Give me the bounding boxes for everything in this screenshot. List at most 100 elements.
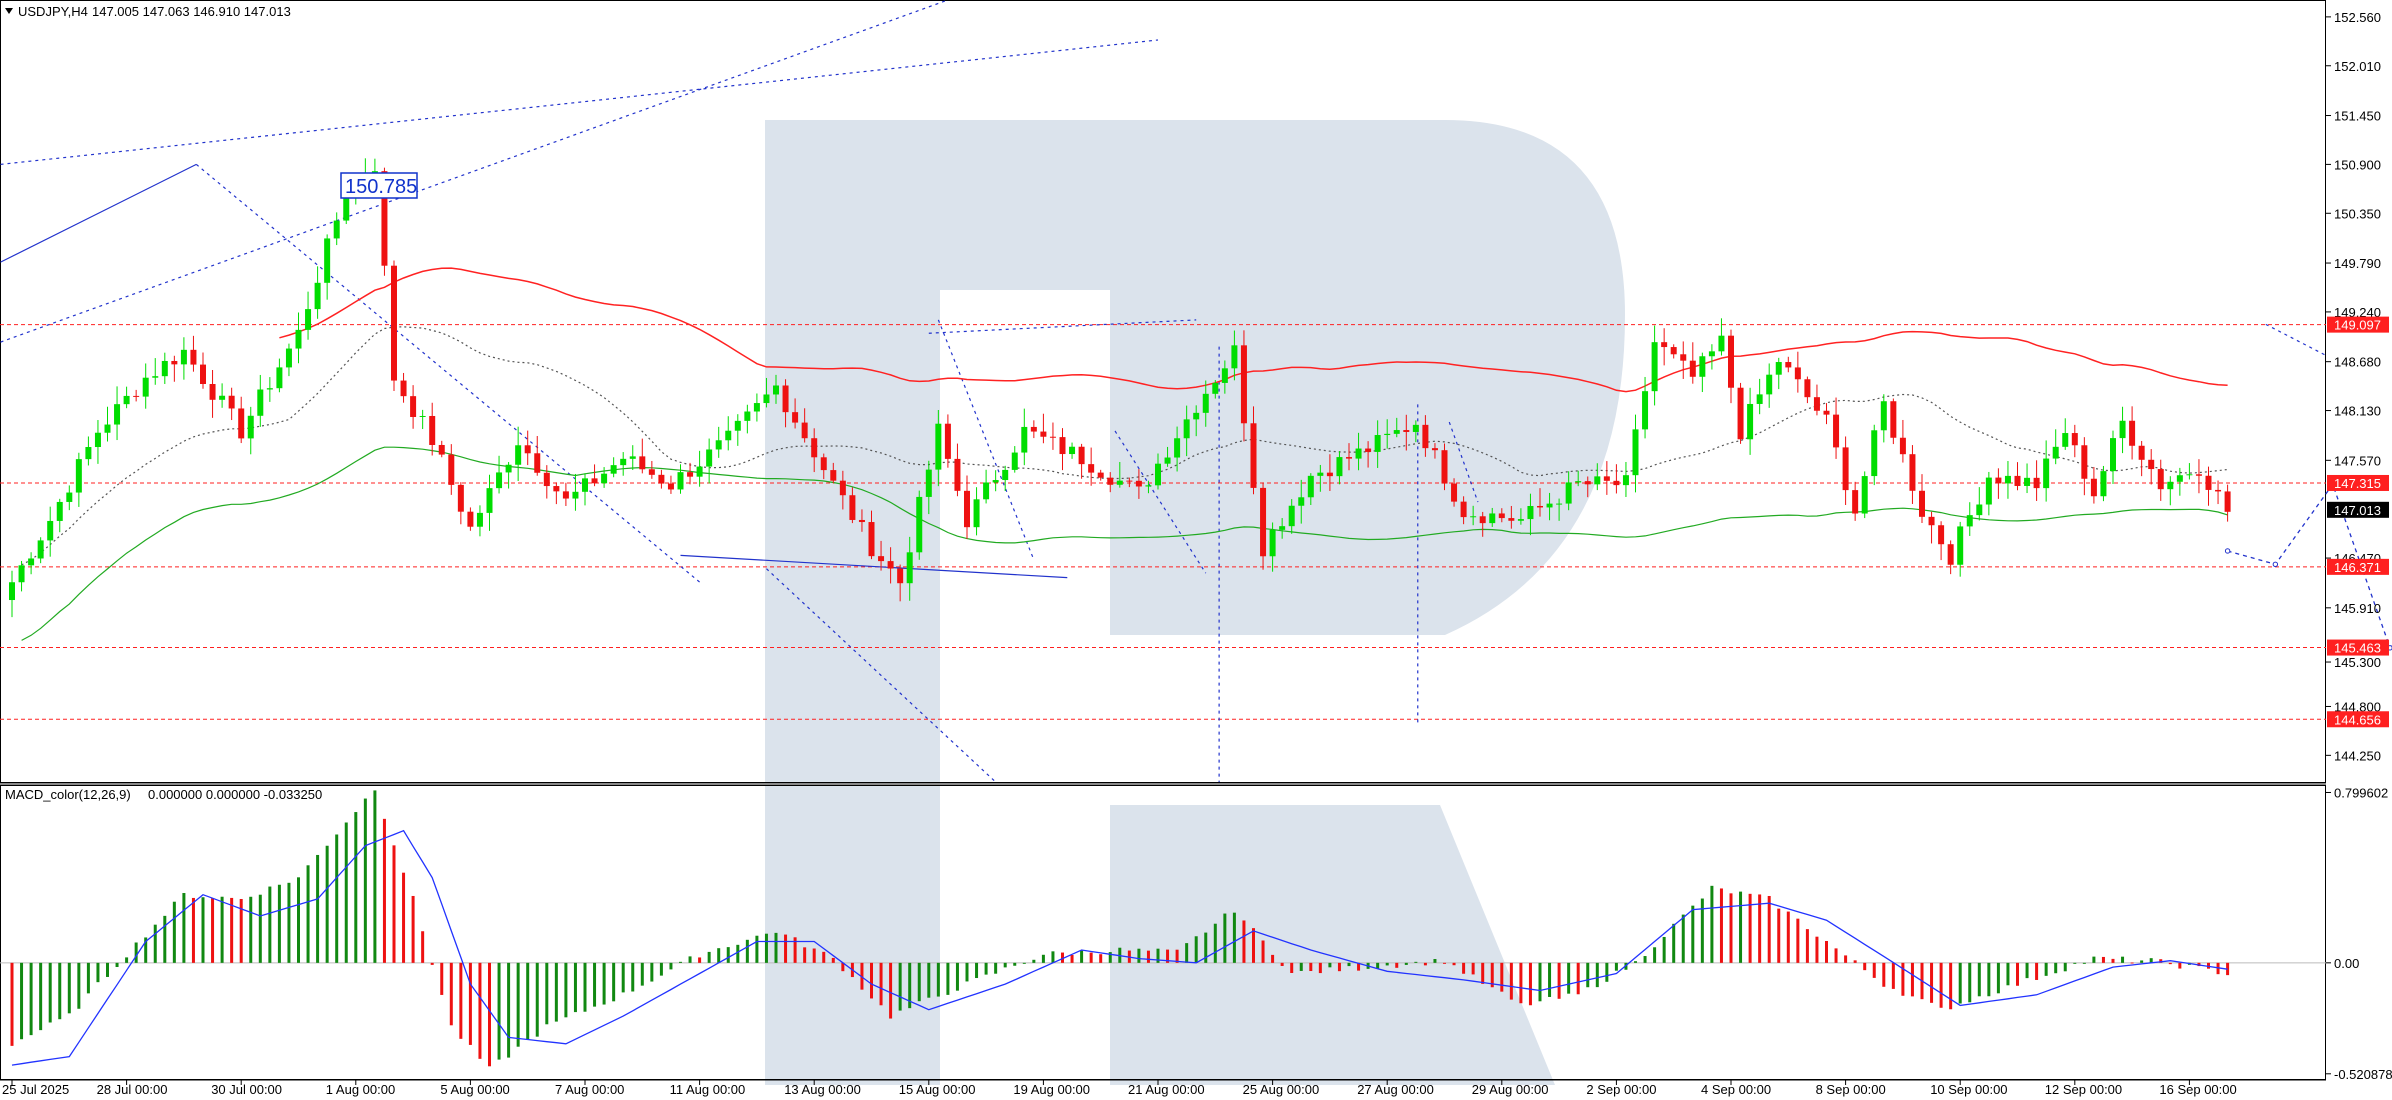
candle-body [1919, 490, 1925, 517]
candle [2167, 476, 2174, 506]
candle [2062, 418, 2069, 450]
candle-body [944, 423, 951, 459]
candle-body [228, 395, 235, 409]
candle [878, 540, 885, 571]
candle-body [1842, 447, 1849, 491]
macd-bar [1290, 962, 1294, 973]
candle [1145, 480, 1152, 494]
candle [486, 474, 493, 531]
candle-body [849, 495, 856, 520]
candle [667, 475, 674, 494]
candle [992, 470, 999, 492]
candle-body [992, 480, 999, 483]
macd-bar [1968, 962, 1972, 1003]
candle-body [2033, 477, 2040, 489]
candle-body [85, 447, 92, 460]
macd-bar [182, 893, 186, 963]
candle-body [515, 445, 522, 465]
time-tick-label: 11 Aug 00:00 [670, 1082, 746, 1097]
symbol-dropdown-icon[interactable] [5, 8, 13, 14]
candle-body [1852, 490, 1859, 514]
macd-bar [707, 951, 711, 963]
macd-bar [1796, 918, 1800, 963]
candle [18, 560, 25, 592]
macd-bar [755, 935, 759, 963]
candle-body [314, 282, 321, 310]
candle [1575, 470, 1582, 487]
candle [114, 386, 121, 441]
candle-body [1164, 457, 1171, 464]
candle [2052, 429, 2059, 465]
macd-bar [1271, 954, 1275, 963]
candle [285, 343, 292, 377]
candle [1202, 380, 1209, 427]
macd-bar [2216, 962, 2220, 975]
candle [696, 450, 703, 487]
candle-body [496, 472, 503, 489]
candle [2186, 463, 2193, 480]
candle [839, 470, 846, 510]
candle-body [467, 511, 474, 527]
candle-body [438, 444, 445, 455]
price-tick-label: 150.350 [2334, 206, 2381, 221]
candle-body [1030, 426, 1037, 432]
candlesticks [9, 158, 2231, 618]
macd-bar [1901, 962, 1905, 996]
candle-body [476, 512, 483, 527]
macd-bar [812, 948, 816, 963]
time-tick-label: 25 Aug 00:00 [1243, 1082, 1320, 1097]
candle-body [1527, 505, 1534, 520]
macd-bar [220, 896, 224, 963]
watermark-leg-shape [1110, 805, 1555, 1085]
candle-body [1537, 505, 1543, 508]
candle [180, 337, 187, 380]
macd-bar [1013, 962, 1017, 966]
price-tick-label: 150.900 [2334, 157, 2381, 172]
candle [171, 355, 178, 382]
candle [66, 485, 73, 511]
candle-body [1565, 482, 1572, 504]
macd-bar [1681, 914, 1685, 963]
candle-body [667, 483, 674, 490]
candle [725, 416, 732, 451]
candle [2138, 440, 2145, 477]
macd-bar [2016, 962, 2019, 986]
candle [2100, 465, 2107, 502]
macd-bar [1041, 954, 1045, 963]
macd-bar [975, 962, 979, 979]
candle [1642, 376, 1649, 439]
candle [1651, 325, 1658, 406]
symbol-label: USDJPY,H4 [18, 4, 88, 19]
macd-bar [1996, 962, 2000, 994]
candle-body [1833, 414, 1840, 448]
macd-bar [1204, 932, 1208, 963]
macd-bar [870, 962, 873, 999]
candle-body [1212, 382, 1219, 394]
candle-body [868, 522, 875, 557]
candle-body [858, 519, 865, 523]
candle-body [1871, 430, 1878, 477]
annotation-label-box[interactable]: 150.785 [340, 172, 418, 199]
candle-body [133, 395, 140, 397]
time-tick-label: 4 Sep 00:00 [1701, 1082, 1771, 1097]
macd-bar [1318, 962, 1322, 974]
candle [782, 379, 789, 428]
candle [1517, 508, 1524, 525]
candle-body [639, 456, 646, 470]
macd-bar [1538, 962, 1542, 1002]
candle-body [266, 388, 273, 390]
candle [209, 369, 216, 418]
candle-body [677, 472, 684, 490]
candle [2195, 459, 2202, 494]
candle-body [658, 474, 665, 484]
candle-body [1985, 477, 1992, 505]
candle [2090, 466, 2097, 504]
candle [247, 406, 254, 455]
macd-bar [1261, 940, 1265, 963]
candle [505, 462, 512, 489]
candle [1355, 432, 1362, 471]
candle [1985, 471, 1992, 516]
candle-body [1651, 342, 1658, 392]
price-tick-label: 145.910 [2334, 601, 2381, 616]
